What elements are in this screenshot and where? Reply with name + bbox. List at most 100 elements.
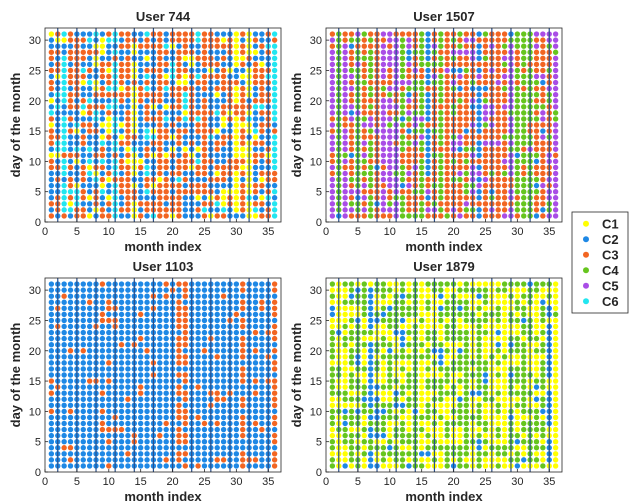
data-point [540, 73, 546, 80]
y-tick-label: 25 [29, 315, 41, 327]
data-point [387, 390, 393, 396]
data-point [99, 207, 106, 213]
data-point [201, 146, 208, 152]
data-point [214, 188, 220, 195]
data-point [201, 451, 208, 457]
data-point [399, 281, 406, 287]
data-point [220, 158, 227, 165]
data-point [259, 426, 265, 433]
data-point [387, 195, 393, 201]
data-point [387, 281, 393, 287]
data-point [444, 323, 450, 330]
data-point [99, 299, 106, 305]
data-point [176, 43, 182, 49]
data-point [444, 348, 450, 354]
data-point [533, 79, 540, 86]
data-point [533, 335, 540, 342]
data-point [501, 73, 508, 80]
data-point [501, 414, 508, 421]
data-point [157, 67, 163, 74]
data-point [271, 420, 278, 427]
data-point [176, 323, 182, 330]
data-point [329, 341, 336, 348]
data-point [533, 158, 540, 165]
data-point [425, 67, 431, 74]
data-point [80, 122, 86, 128]
data-point [233, 43, 240, 49]
data-point [457, 426, 463, 433]
data-point [214, 49, 220, 55]
data-point [399, 85, 406, 92]
data-point [399, 61, 406, 68]
data-point [163, 426, 169, 433]
data-point [495, 128, 501, 134]
data-point [259, 73, 265, 80]
data-point [80, 372, 86, 378]
data-point [482, 414, 489, 421]
data-point [521, 341, 527, 348]
data-point [182, 329, 189, 336]
data-point [501, 195, 508, 201]
data-point [457, 299, 463, 305]
data-point [457, 335, 463, 342]
data-point [380, 188, 387, 195]
x-tick-label: 0 [323, 476, 329, 488]
data-point [533, 299, 540, 305]
data-point [80, 176, 86, 183]
data-point [48, 73, 55, 80]
data-point [444, 201, 450, 207]
data-point [214, 146, 220, 152]
data-point [163, 207, 169, 213]
data-point [399, 164, 406, 171]
data-point [533, 188, 540, 195]
data-point [157, 37, 163, 43]
data-point [240, 426, 246, 433]
data-point [514, 323, 521, 330]
data-point [144, 91, 150, 98]
data-point [67, 104, 74, 110]
data-point [521, 390, 527, 396]
data-point [438, 104, 444, 110]
data-point [67, 287, 74, 293]
data-point [195, 384, 201, 390]
data-point [233, 323, 240, 330]
data-point [482, 110, 489, 116]
data-point [201, 408, 208, 415]
data-point [463, 110, 470, 116]
data-point [514, 176, 521, 183]
data-point [425, 146, 431, 152]
data-point [501, 335, 508, 342]
data-point [514, 287, 521, 293]
data-point [137, 451, 144, 457]
data-point [482, 384, 489, 390]
data-point [271, 201, 278, 207]
data-point [252, 49, 259, 55]
data-point [48, 55, 55, 62]
data-point [406, 432, 412, 439]
data-point [540, 445, 546, 451]
data-point [259, 170, 265, 177]
x-tick-label: 15 [135, 476, 147, 488]
data-point [220, 311, 227, 318]
data-point [521, 31, 527, 37]
data-point [144, 372, 150, 378]
data-point [80, 128, 86, 134]
data-point [67, 293, 74, 299]
data-point [233, 188, 240, 195]
data-point [495, 195, 501, 201]
data-point [252, 463, 259, 469]
data-point [182, 451, 189, 457]
data-point [476, 182, 482, 189]
data-point [144, 445, 150, 451]
data-point [220, 182, 227, 189]
data-point [406, 378, 412, 384]
data-point [61, 384, 67, 390]
data-point [214, 420, 220, 427]
data-point [118, 287, 125, 293]
data-point [271, 457, 278, 463]
data-point [137, 43, 144, 49]
data-point [176, 140, 182, 146]
data-point [329, 402, 336, 409]
data-point [259, 176, 265, 183]
data-point [252, 293, 259, 299]
